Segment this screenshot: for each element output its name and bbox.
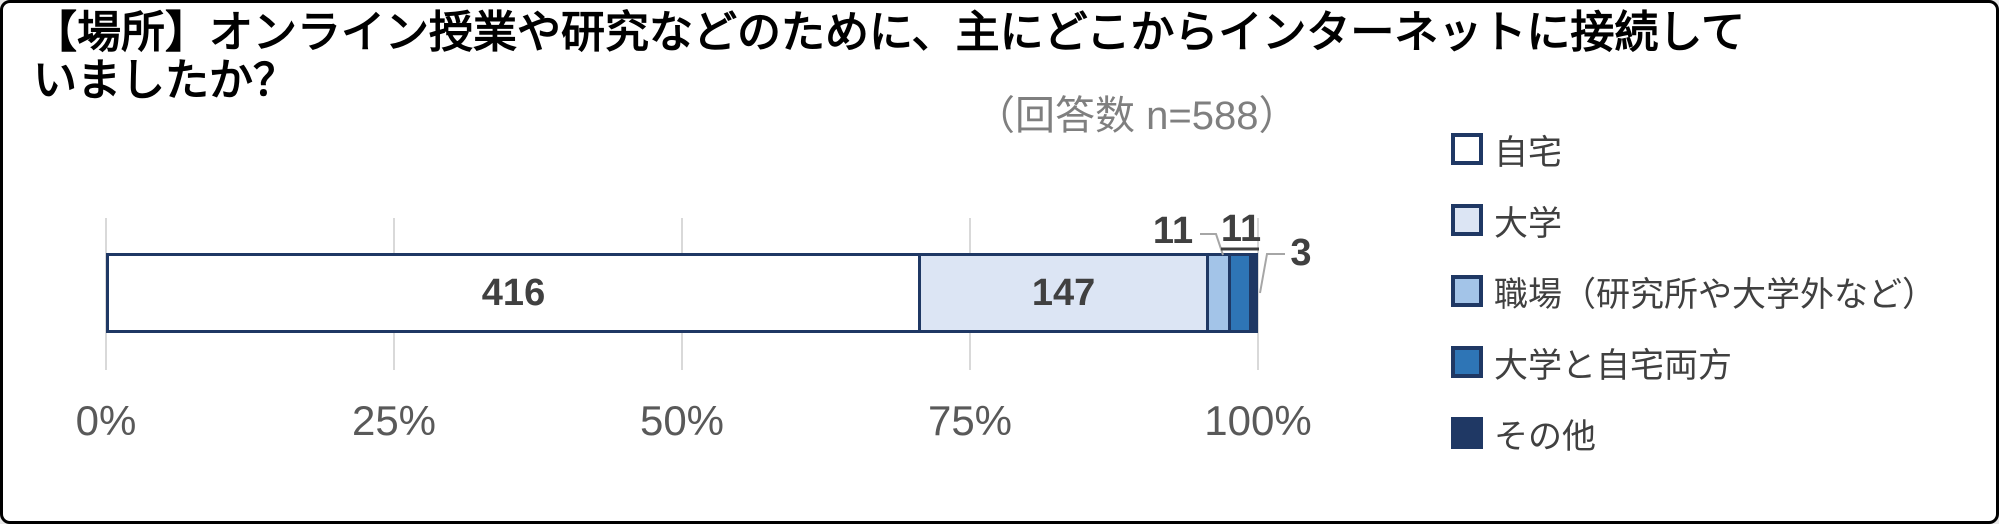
legend-item-label: 自宅 [1494, 133, 1562, 172]
callout-label-both: 11 [1220, 208, 1262, 250]
chart-title: 【場所】オンライン授業や研究などのために、主にどこからインターネットに接続して … [33, 9, 1745, 104]
chart-subtitle: （回答数 n=588） [975, 94, 1299, 138]
legend-swatch-icon [1451, 346, 1483, 378]
gridline [1257, 218, 1259, 370]
bar-segment-label: 147 [1031, 271, 1096, 314]
x-axis-tick-label: 0% [75, 397, 137, 444]
x-axis-tick-label: 100% [1204, 397, 1312, 444]
legend-item: 職場（研究所や大学外など） [1451, 275, 1936, 314]
chart-title-line1: 【場所】オンライン授業や研究などのために、主にどこからインターネットに接続して [33, 8, 1746, 57]
bar-segment-label: 416 [481, 271, 546, 314]
legend-item: その他 [1451, 417, 1936, 456]
legend-item: 自宅 [1451, 133, 1936, 172]
legend-swatch-icon [1451, 417, 1483, 449]
plot-area: 416 147 11 11 3 0% 25% 50% 75% 100% [3, 3, 1996, 521]
legend-item-label: 職場（研究所や大学外など） [1494, 275, 1936, 314]
callout-label-workplace: 11 [1152, 210, 1194, 252]
x-axis-tick-label: 25% [351, 397, 437, 444]
chart-title-line2: いましたか？ [33, 55, 297, 105]
legend-item-label: 大学と自宅両方 [1494, 346, 1732, 385]
x-axis-tick-label: 75% [927, 397, 1013, 444]
legend-item: 大学と自宅両方 [1451, 346, 1936, 385]
callout-label-other: 3 [1290, 232, 1312, 274]
legend-swatch-icon [1451, 133, 1483, 165]
legend-swatch-icon [1451, 275, 1483, 307]
bar-segment-1: 416 [106, 253, 922, 333]
bar-segment-2: 147 [918, 253, 1210, 333]
legend-item-label: 大学 [1494, 204, 1562, 243]
legend-swatch-icon [1451, 204, 1483, 236]
legend-item: 大学 [1451, 204, 1936, 243]
legend: 自宅大学職場（研究所や大学外など） 大学と自宅両方 その他 [1451, 133, 1936, 488]
bar-segment-5 [1249, 253, 1258, 333]
legend-item-label: その他 [1494, 417, 1596, 456]
stacked-bar: 416 147 [106, 253, 1258, 333]
x-axis-tick-label: 50% [639, 397, 725, 444]
